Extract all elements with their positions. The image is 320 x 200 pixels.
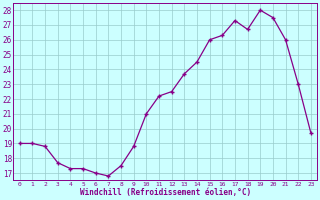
X-axis label: Windchill (Refroidissement éolien,°C): Windchill (Refroidissement éolien,°C) <box>80 188 251 197</box>
